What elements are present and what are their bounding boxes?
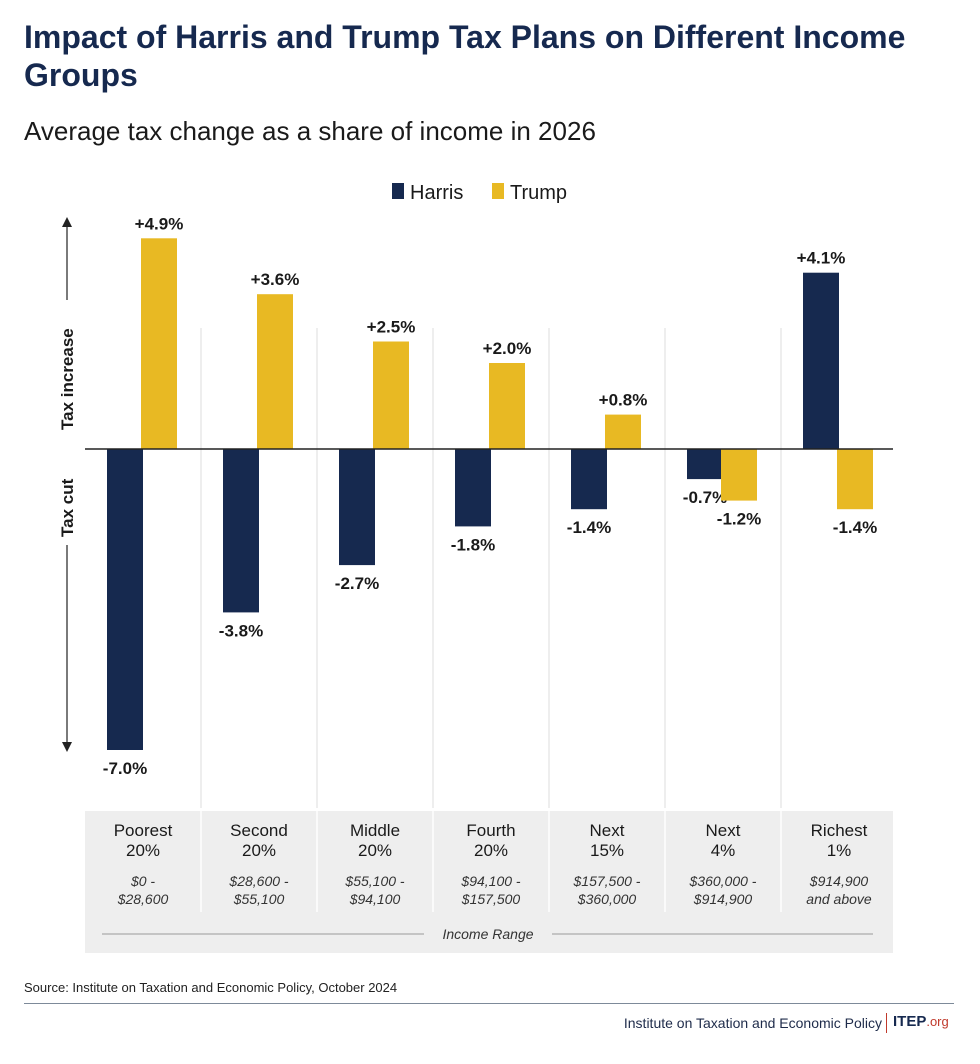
bar-harris bbox=[687, 449, 723, 480]
data-label-harris: -7.0% bbox=[103, 759, 147, 778]
bar-trump bbox=[373, 341, 409, 449]
category-label: 20% bbox=[242, 841, 276, 860]
category-label: 20% bbox=[474, 841, 508, 860]
category-label: Second bbox=[230, 821, 288, 840]
income-range-label: $94,100 - bbox=[460, 873, 520, 889]
data-label-harris: -3.8% bbox=[219, 621, 263, 640]
data-label-harris: -0.7% bbox=[683, 488, 727, 507]
org-name: Institute on Taxation and Economic Polic… bbox=[623, 1015, 882, 1031]
income-range-label: $94,100 bbox=[349, 891, 401, 907]
x-axis-caption: Income Range bbox=[442, 926, 533, 942]
income-range-label: $157,500 bbox=[461, 891, 521, 907]
category-label: 15% bbox=[590, 841, 624, 860]
bar-trump bbox=[489, 363, 525, 449]
category-label: 20% bbox=[126, 841, 160, 860]
income-range-label: $360,000 - bbox=[689, 873, 757, 889]
arrow-down-icon bbox=[62, 742, 72, 752]
data-label-trump: +3.6% bbox=[251, 270, 300, 289]
logo-separator bbox=[886, 1013, 887, 1033]
legend-trump-label: Trump bbox=[510, 182, 567, 204]
logo-suffix: .org bbox=[926, 1014, 949, 1029]
income-range-label: $157,500 - bbox=[573, 873, 641, 889]
income-range-label: $0 - bbox=[130, 873, 155, 889]
arrow-up-icon bbox=[62, 217, 72, 227]
income-range-label: $28,600 - bbox=[228, 873, 288, 889]
data-label-harris: +4.1% bbox=[797, 249, 846, 268]
bar-trump bbox=[257, 294, 293, 449]
income-range-label: $360,000 bbox=[577, 891, 637, 907]
y-annotation-increase: Tax increase bbox=[58, 328, 77, 430]
y-annotation-cut: Tax cut bbox=[58, 478, 77, 537]
footer-divider bbox=[24, 1003, 954, 1004]
bar-trump bbox=[721, 449, 757, 501]
logo-main: ITEP bbox=[893, 1013, 927, 1030]
income-range-label: $914,900 bbox=[693, 891, 753, 907]
legend-harris-swatch bbox=[392, 183, 404, 199]
category-label: Next bbox=[590, 821, 625, 840]
income-range-label: $914,900 bbox=[809, 873, 869, 889]
data-label-harris: -1.4% bbox=[567, 518, 611, 537]
bar-harris bbox=[571, 449, 607, 510]
bar-trump bbox=[837, 449, 873, 510]
bar-harris bbox=[803, 272, 839, 449]
legend-trump-swatch bbox=[492, 183, 504, 199]
itep-logo: ITEP.org bbox=[893, 1013, 949, 1030]
income-panel bbox=[85, 811, 893, 953]
data-label-trump: +2.5% bbox=[367, 318, 416, 337]
income-range-label: $55,100 - bbox=[344, 873, 404, 889]
income-range-label: and above bbox=[806, 891, 872, 907]
bar-trump bbox=[605, 414, 641, 449]
data-label-trump: +2.0% bbox=[483, 339, 532, 358]
chart-subtitle: Average tax change as a share of income … bbox=[24, 116, 596, 146]
data-label-trump: +4.9% bbox=[135, 214, 184, 233]
category-label: Next bbox=[706, 821, 741, 840]
data-label-harris: -2.7% bbox=[335, 574, 379, 593]
data-label-harris: -1.8% bbox=[451, 535, 495, 554]
legend-harris-label: Harris bbox=[410, 182, 463, 204]
category-label: 20% bbox=[358, 841, 392, 860]
category-label: Fourth bbox=[466, 821, 515, 840]
category-label: Middle bbox=[350, 821, 400, 840]
category-label: 4% bbox=[711, 841, 736, 860]
bar-harris bbox=[223, 449, 259, 613]
data-label-trump: +0.8% bbox=[599, 391, 648, 410]
data-label-trump: -1.4% bbox=[833, 518, 877, 537]
source-note: Source: Institute on Taxation and Econom… bbox=[24, 980, 398, 995]
category-label: 1% bbox=[827, 841, 852, 860]
bar-trump bbox=[141, 238, 177, 449]
income-range-label: $55,100 bbox=[233, 891, 285, 907]
bar-harris bbox=[455, 449, 491, 527]
bar-harris bbox=[107, 449, 143, 750]
category-label: Poorest bbox=[114, 821, 173, 840]
income-range-label: $28,600 bbox=[117, 891, 169, 907]
bar-harris bbox=[339, 449, 375, 566]
chart-title: Impact of Harris and Trump Tax Plans on … bbox=[24, 19, 906, 93]
data-label-trump: -1.2% bbox=[717, 510, 761, 529]
bar-chart: Harris Trump -7.0% +4.9% -3.8% +3.6% -2.7% +2.5… bbox=[58, 182, 893, 953]
category-label: Richest bbox=[811, 821, 868, 840]
